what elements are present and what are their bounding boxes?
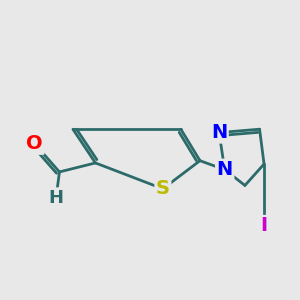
Text: O: O bbox=[26, 134, 43, 153]
Text: S: S bbox=[156, 179, 170, 198]
Text: I: I bbox=[260, 216, 268, 236]
Text: N: N bbox=[211, 123, 227, 142]
Text: N: N bbox=[217, 160, 233, 179]
Text: H: H bbox=[49, 189, 64, 207]
